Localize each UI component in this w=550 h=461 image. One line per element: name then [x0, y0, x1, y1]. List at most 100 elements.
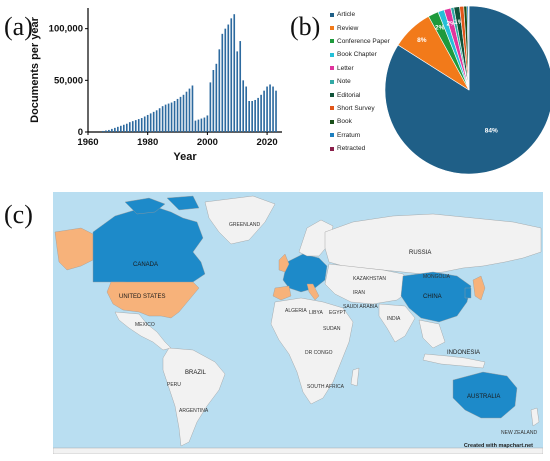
legend-label: Book Chapter: [337, 51, 377, 59]
panel-a-label: (a): [4, 12, 33, 41]
bar-2006: [224, 28, 227, 133]
greenland-shape: [204, 195, 276, 245]
korea-shape: [464, 287, 472, 299]
bar-1974: [128, 122, 131, 132]
legend-item-article: Article: [330, 8, 390, 21]
russia-label: RUSSIA: [409, 250, 432, 256]
bar-1995: [191, 85, 194, 132]
x-tick-label-1980: 1980: [137, 137, 158, 148]
australia-label: AUSTRALIA: [467, 394, 501, 400]
china-shape: [400, 271, 472, 323]
bar-2001: [209, 82, 212, 132]
legend-item-erratum: Erratum: [330, 129, 390, 142]
bar-2000: [206, 115, 209, 132]
bar-1987: [167, 103, 170, 132]
bar-2011: [239, 41, 242, 132]
bar-2017: [257, 97, 259, 132]
bar-1989: [173, 101, 176, 132]
x-tick-label-2020: 2020: [257, 137, 278, 148]
bar-1982: [152, 111, 155, 132]
russia-shape: [324, 213, 542, 275]
bar-2012: [242, 80, 245, 132]
legend-item-note: Note: [330, 75, 390, 88]
legend-swatch: [330, 133, 334, 138]
australia-shape: [452, 371, 518, 419]
uk-shape: [278, 253, 290, 273]
bar-1966: [105, 130, 107, 132]
bar-1996: [194, 120, 197, 132]
panel-c-label: (c): [4, 200, 33, 229]
bar-1983: [155, 110, 158, 132]
bar-2013: [245, 86, 248, 132]
y-tick-label-50000: 50,000: [54, 75, 83, 86]
canada-shape: [92, 205, 206, 287]
libya-label: LIBYA: [309, 310, 323, 316]
legend-label: Letter: [337, 64, 354, 72]
bar-1986: [164, 104, 167, 132]
legend-item-editorial: Editorial: [330, 88, 390, 101]
bar-1994: [188, 88, 191, 132]
bar-1993: [185, 91, 188, 132]
africa-shape: [270, 297, 354, 405]
algeria-label: ALGERIA: [285, 308, 307, 314]
bar-2004: [218, 49, 221, 133]
dr-congo-label: DR CONGO: [305, 350, 333, 356]
bar-1965: [102, 130, 104, 132]
bar-1992: [182, 94, 185, 132]
mongolia-label: MONGOLIA: [423, 274, 450, 280]
se-asia-shape: [418, 319, 446, 349]
pie-label-review: 8%: [417, 37, 427, 44]
legend-swatch: [330, 79, 334, 84]
bar-1978: [140, 118, 143, 132]
legend-swatch: [330, 106, 334, 111]
pie-slice-retracted: [468, 5, 470, 91]
y-axis-label: Documents per year: [29, 16, 41, 122]
bar-1968: [111, 128, 113, 132]
bar-1973: [125, 123, 128, 132]
united-states-label: UNITED STATES: [119, 294, 166, 300]
bar-2020: [266, 86, 268, 132]
bar-1985: [161, 106, 164, 132]
y-tick-label-0: 0: [78, 127, 83, 138]
bar-1967: [108, 129, 110, 132]
bar-2003: [215, 63, 218, 132]
bar-2008: [230, 18, 233, 132]
x-tick-label-2000: 2000: [197, 137, 218, 148]
alaska-shape: [54, 227, 94, 271]
saudi-arabia-label: SAUDI ARABIA: [343, 304, 378, 310]
india-shape: [378, 303, 416, 343]
bar-1988: [170, 102, 173, 132]
europe-shape: [282, 253, 328, 293]
brazil-label: BRAZIL: [185, 370, 207, 376]
pie-label-conference-paper: 2%: [435, 25, 445, 32]
central-asia-shape: [324, 263, 414, 305]
bar-1977: [137, 119, 140, 132]
pie-label-editorial: 1%: [454, 19, 464, 26]
bar-1999: [203, 117, 206, 132]
legend-swatch: [330, 119, 334, 124]
italy-shape: [306, 283, 320, 301]
antarctica-shape: [53, 447, 543, 454]
legend-label: Editorial: [337, 91, 361, 99]
usa-shape: [106, 281, 200, 319]
land-layer: [53, 195, 543, 454]
legend-swatch: [330, 12, 334, 17]
sudan-label: SUDAN: [323, 326, 341, 332]
legend-item-book-chapter: Book Chapter: [330, 48, 390, 61]
map-credit: Created with mapchart.net: [463, 443, 533, 449]
bar-2005: [221, 33, 224, 133]
pie-slice-article: [384, 5, 550, 175]
legend-item-retracted: Retracted: [330, 142, 390, 155]
bar-1975: [131, 121, 134, 132]
bar-1970: [117, 126, 119, 132]
india-label: INDIA: [387, 316, 401, 322]
legend-label: Retracted: [337, 145, 366, 153]
bar-2016: [254, 99, 256, 132]
new-zealand-label: NEW ZEALAND: [501, 430, 538, 436]
pie-legend: Article Review Conference Paper Book Chapte…: [330, 8, 390, 155]
indonesia-shape: [422, 353, 486, 369]
panel-b-label: (b): [290, 12, 321, 41]
legend-swatch: [330, 39, 334, 44]
